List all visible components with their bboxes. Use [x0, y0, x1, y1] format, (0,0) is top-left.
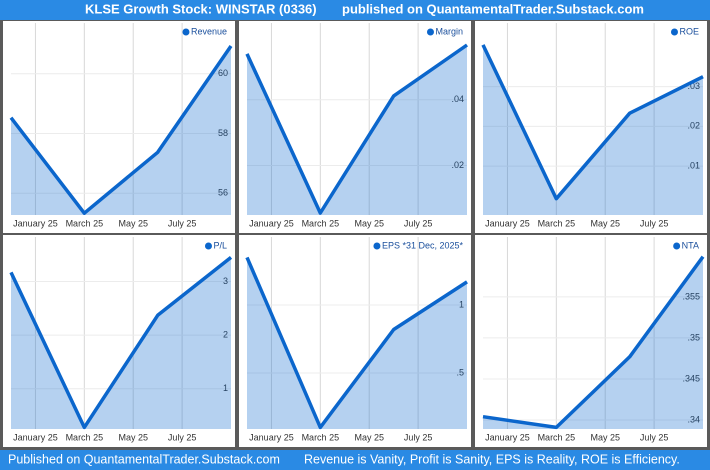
y-tick-label: .03 [687, 81, 700, 91]
x-tick-label: March 25 [66, 218, 104, 228]
x-tick-label: January 25 [485, 432, 530, 442]
x-tick-label: January 25 [249, 432, 294, 442]
x-tick-label: July 25 [404, 432, 433, 442]
y-tick-label: 56 [218, 188, 228, 198]
legend-label: Margin [435, 26, 463, 36]
x-tick-label: March 25 [538, 432, 576, 442]
y-tick-label: .5 [456, 367, 464, 377]
line [245, 43, 468, 215]
header-bar [0, 0, 710, 20]
legend-swatch [670, 28, 678, 36]
y-tick-label: .34 [687, 414, 700, 424]
y-tick-label: .355 [682, 291, 700, 301]
x-tick-label: July 25 [168, 432, 197, 442]
x-tick-label: May 25 [354, 218, 384, 228]
x-tick-label: May 25 [590, 432, 620, 442]
line [245, 256, 468, 430]
y-tick-label: 3 [223, 276, 228, 286]
x-tick-label: July 25 [640, 218, 669, 228]
area-fill [483, 44, 703, 216]
panel [475, 21, 707, 233]
x-tick-label: January 25 [13, 218, 58, 228]
x-tick-label: May 25 [118, 218, 148, 228]
line [482, 255, 705, 430]
x-tick-label: January 25 [249, 218, 294, 228]
y-tick-label: 1 [223, 383, 228, 393]
footer-bar [0, 450, 710, 470]
y-tick-label: .345 [682, 373, 700, 383]
y-tick-label: 60 [218, 68, 228, 78]
line [9, 256, 233, 430]
panel [3, 21, 235, 233]
header-title: KLSE Growth Stock: WINSTAR (0336) [85, 1, 317, 16]
x-tick-label: July 25 [640, 432, 669, 442]
legend-label: NTA [682, 240, 699, 250]
legend-label: Revenue [191, 26, 227, 36]
legend-swatch [182, 28, 190, 36]
x-tick-label: July 25 [404, 218, 433, 228]
area-fill [11, 46, 231, 215]
legend-swatch [673, 242, 681, 250]
line [9, 45, 233, 215]
panels: January 25 March 25 May 25 July 25 56 58 60 Rev… [3, 21, 707, 447]
footer-right: Revenue is Vanity, Profit is Sanity, EPS… [304, 452, 680, 466]
area-fill [483, 256, 703, 429]
x-tick-label: May 25 [118, 432, 148, 442]
area-fill [247, 45, 467, 215]
panel [239, 21, 471, 233]
y-tick-label: .02 [687, 121, 700, 131]
line [481, 44, 704, 201]
x-tick-label: January 25 [485, 218, 530, 228]
panel [475, 235, 707, 447]
y-tick-label: .02 [451, 160, 464, 170]
x-tick-label: July 25 [168, 218, 197, 228]
header-subtitle: published on QuantamentalTrader.Substack… [342, 1, 644, 16]
legend-swatch [204, 242, 212, 250]
y-tick-label: 1 [459, 299, 464, 309]
x-tick-label: March 25 [66, 432, 104, 442]
legend-swatch [373, 242, 381, 250]
legend-label: ROE [679, 26, 699, 36]
legend-swatch [426, 28, 434, 36]
x-tick-label: March 25 [302, 218, 340, 228]
y-tick-label: .01 [687, 160, 700, 170]
x-tick-label: March 25 [538, 218, 576, 228]
x-tick-label: March 25 [302, 432, 340, 442]
y-tick-label: 2 [223, 330, 228, 340]
legend-label: EPS *31 Dec, 2025* [382, 240, 464, 250]
y-tick-label: .35 [687, 332, 700, 342]
x-tick-label: May 25 [354, 432, 384, 442]
footer-left: Published on QuantamentalTrader.Substack… [8, 452, 280, 466]
panel [239, 235, 471, 447]
x-tick-label: January 25 [13, 432, 58, 442]
y-tick-label: 58 [218, 128, 228, 138]
y-tick-label: .04 [451, 94, 464, 104]
x-tick-label: May 25 [590, 218, 620, 228]
legend-label: P/L [213, 240, 227, 250]
area-fill [11, 257, 231, 429]
